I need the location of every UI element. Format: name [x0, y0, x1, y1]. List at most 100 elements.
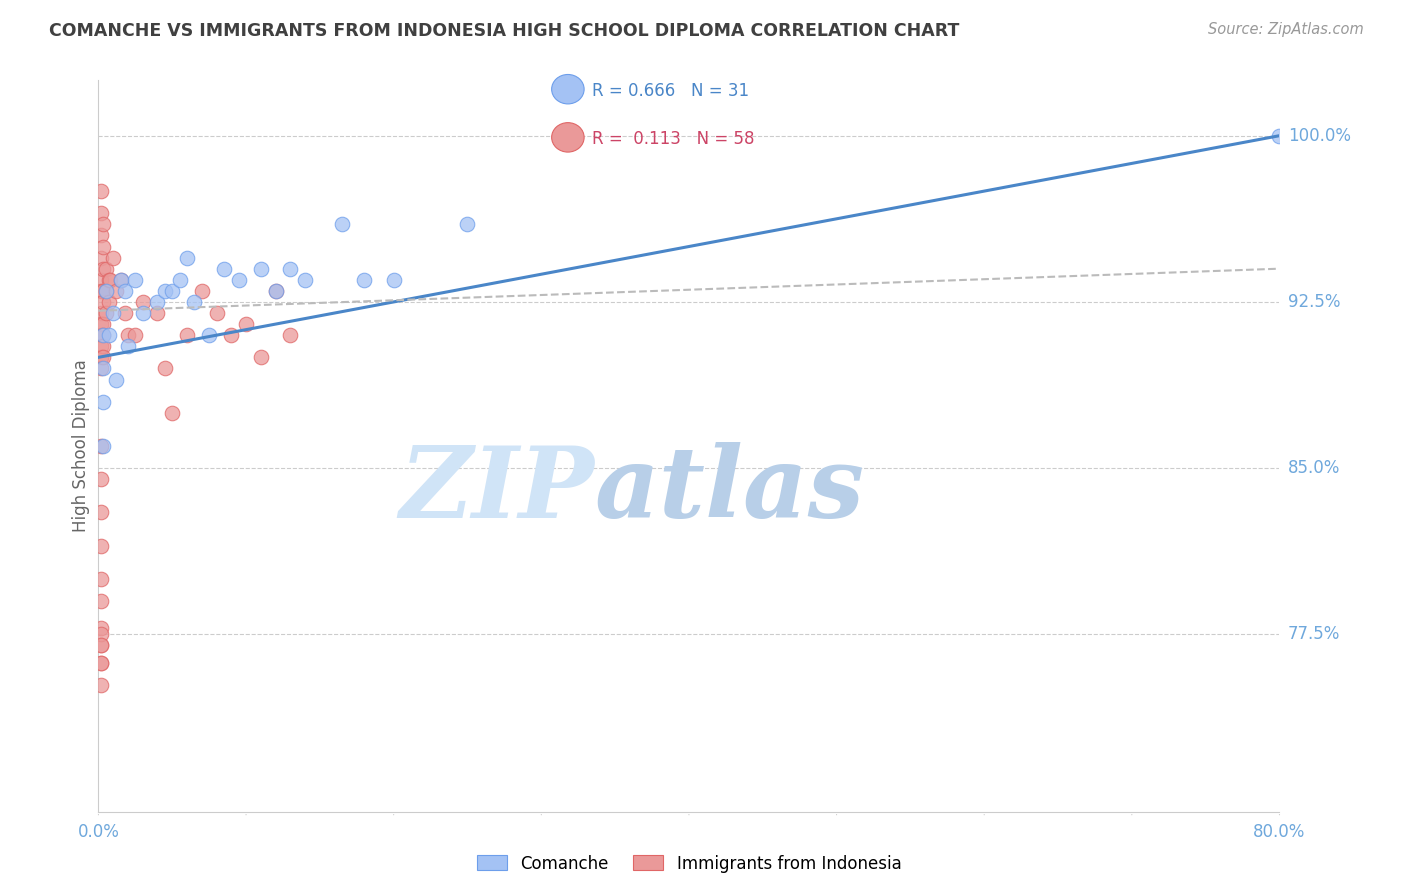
Point	[264, 284, 287, 298]
Point	[91, 239, 114, 253]
Point	[294, 273, 316, 287]
Point	[91, 339, 114, 353]
Point	[169, 273, 191, 287]
Point	[90, 657, 112, 671]
Point	[94, 284, 117, 298]
Point	[219, 328, 242, 343]
Point	[90, 506, 112, 520]
Point	[114, 284, 136, 298]
Point	[212, 261, 235, 276]
Point	[105, 284, 128, 298]
Point	[146, 306, 169, 320]
Point	[90, 539, 112, 553]
Point	[264, 284, 287, 298]
Point	[124, 328, 146, 343]
Point	[105, 372, 128, 386]
Point	[146, 294, 169, 309]
Point	[124, 273, 146, 287]
Point	[90, 351, 112, 365]
Point	[228, 273, 250, 287]
Point	[94, 261, 117, 276]
Point	[191, 284, 214, 298]
Point	[103, 251, 125, 265]
Point	[90, 184, 112, 198]
Point	[91, 328, 114, 343]
Point	[162, 406, 183, 420]
Point	[90, 339, 112, 353]
Point	[382, 273, 405, 287]
Point	[91, 317, 114, 331]
Point	[103, 306, 125, 320]
Point	[183, 294, 205, 309]
Text: 80.0%: 80.0%	[1253, 822, 1306, 841]
Point	[117, 328, 139, 343]
Point	[205, 306, 228, 320]
Point	[97, 273, 120, 287]
Point	[90, 439, 112, 453]
Point	[330, 218, 353, 232]
Point	[176, 251, 198, 265]
Point	[98, 273, 121, 287]
Point	[153, 284, 176, 298]
Point	[153, 361, 176, 376]
Point	[132, 294, 155, 309]
Point	[162, 284, 183, 298]
Text: ZIP: ZIP	[399, 442, 595, 538]
Point	[90, 361, 112, 376]
Point	[90, 273, 112, 287]
Text: 77.5%: 77.5%	[1288, 625, 1340, 643]
Point	[91, 294, 114, 309]
Point	[90, 206, 112, 220]
Text: COMANCHE VS IMMIGRANTS FROM INDONESIA HIGH SCHOOL DIPLOMA CORRELATION CHART: COMANCHE VS IMMIGRANTS FROM INDONESIA HI…	[49, 22, 959, 40]
Point	[90, 657, 112, 671]
Point	[278, 261, 302, 276]
Point	[91, 261, 114, 276]
Point	[90, 284, 112, 298]
Point	[90, 594, 112, 608]
Text: atlas: atlas	[595, 442, 865, 538]
Circle shape	[551, 75, 583, 103]
Point	[110, 273, 132, 287]
Point	[91, 361, 114, 376]
Point	[91, 328, 114, 343]
Point	[91, 439, 114, 453]
Point	[198, 328, 221, 343]
Point	[91, 394, 114, 409]
Point	[90, 251, 112, 265]
Point	[90, 639, 112, 653]
Text: R = 0.666   N = 31: R = 0.666 N = 31	[592, 81, 748, 100]
Point	[90, 328, 112, 343]
Point	[97, 294, 120, 309]
Point	[90, 306, 112, 320]
Point	[250, 351, 273, 365]
Point	[176, 328, 198, 343]
Point	[90, 317, 112, 331]
Point	[90, 678, 112, 692]
Point	[90, 627, 112, 641]
Point	[132, 306, 155, 320]
Point	[94, 306, 117, 320]
Point	[114, 306, 136, 320]
Y-axis label: High School Diploma: High School Diploma	[72, 359, 90, 533]
Text: R =  0.113   N = 58: R = 0.113 N = 58	[592, 129, 754, 148]
Point	[90, 639, 112, 653]
Point	[90, 572, 112, 586]
Point	[1268, 128, 1291, 143]
Point	[456, 218, 478, 232]
Point	[235, 317, 257, 331]
Text: 100.0%: 100.0%	[1288, 127, 1351, 145]
Point	[91, 218, 114, 232]
Text: 0.0%: 0.0%	[77, 822, 120, 841]
Point	[90, 228, 112, 243]
Circle shape	[551, 122, 583, 152]
Point	[353, 273, 375, 287]
Point	[117, 339, 139, 353]
Point	[94, 284, 117, 298]
Legend: Comanche, Immigrants from Indonesia: Comanche, Immigrants from Indonesia	[470, 848, 908, 880]
Point	[90, 621, 112, 635]
Point	[250, 261, 273, 276]
Point	[110, 273, 132, 287]
Point	[91, 351, 114, 365]
Point	[278, 328, 302, 343]
Point	[97, 328, 120, 343]
